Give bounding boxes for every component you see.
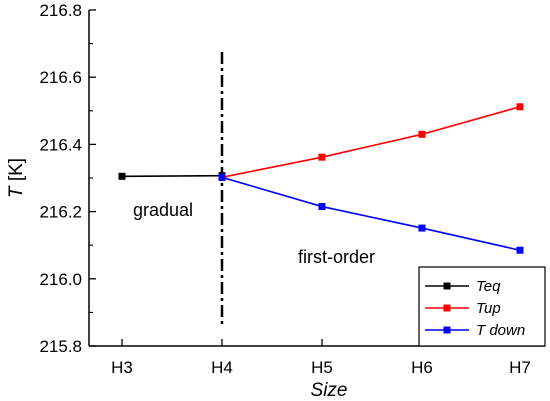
y-tick-label: 216.8 bbox=[39, 1, 82, 20]
legend: Teq Tup T down bbox=[418, 266, 546, 347]
data-point bbox=[516, 246, 524, 254]
chart-marks bbox=[118, 52, 524, 326]
legend-marker bbox=[443, 304, 451, 312]
annotation-gradual: gradual bbox=[133, 200, 193, 220]
x-tick-label: H5 bbox=[311, 358, 333, 377]
data-point bbox=[318, 203, 326, 211]
x-axis-title: Size bbox=[311, 380, 348, 401]
series-line bbox=[121, 174, 223, 178]
data-point bbox=[516, 103, 524, 111]
y-axis-title-symbol: T bbox=[6, 185, 27, 198]
y-axis-title-unit: [K] bbox=[6, 158, 27, 187]
series-line bbox=[221, 176, 521, 252]
data-point bbox=[318, 153, 326, 161]
legend-label: Teq bbox=[476, 278, 501, 295]
series-line bbox=[221, 105, 521, 179]
data-point bbox=[118, 172, 126, 180]
legend-marker bbox=[443, 282, 451, 290]
y-axis-title: T [K] bbox=[6, 158, 27, 198]
y-tick-label: 216.2 bbox=[39, 203, 82, 222]
x-tick-label: H6 bbox=[411, 358, 433, 377]
y-tick-label: 216.0 bbox=[39, 270, 82, 289]
x-tick-label: H7 bbox=[509, 358, 531, 377]
y-tick-label: 215.8 bbox=[39, 337, 82, 356]
chart-labels: 215.8 216.0 216.2 216.4 216.6 216.8 H3 H4 H5 H6 H7… bbox=[6, 1, 531, 401]
legend-label: T down bbox=[476, 322, 525, 339]
legend-label: Tup bbox=[476, 300, 501, 317]
y-tick-label: 216.6 bbox=[39, 68, 82, 87]
data-point bbox=[418, 224, 426, 232]
x-tick-label: H3 bbox=[111, 358, 133, 377]
legend-box bbox=[418, 266, 546, 347]
y-tick-label: 216.4 bbox=[39, 135, 82, 154]
legend-marker bbox=[443, 326, 451, 334]
annotation-first-order: first-order bbox=[298, 247, 375, 267]
data-point bbox=[418, 130, 426, 138]
x-tick-label: H4 bbox=[211, 358, 233, 377]
data-point bbox=[218, 173, 226, 181]
